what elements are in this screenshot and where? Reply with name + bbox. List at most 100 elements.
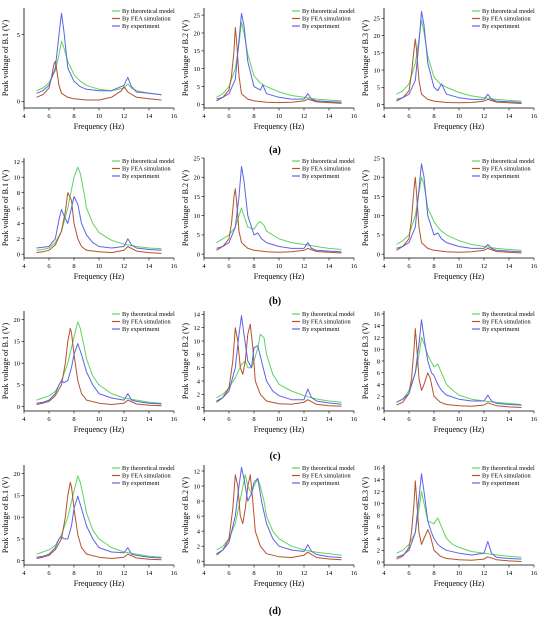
legend-label: By FEA simulation bbox=[302, 473, 351, 480]
y-tick-label: 25 bbox=[374, 155, 381, 162]
y-tick-label: 4 bbox=[197, 528, 201, 535]
y-tick-label: 25 bbox=[194, 12, 201, 19]
y-tick-label: 20 bbox=[374, 175, 381, 182]
row-label-c: (c) bbox=[269, 451, 280, 462]
x-axis-label: Frequency (Hz) bbox=[254, 122, 305, 131]
series-line-theoretical bbox=[36, 321, 162, 404]
legend-label: By FEA simulation bbox=[302, 16, 351, 23]
y-tick-label: 12 bbox=[14, 159, 21, 166]
y-tick-label: 0 bbox=[197, 405, 200, 412]
series-line-experiment bbox=[216, 466, 342, 558]
legend-label: By FEA simulation bbox=[482, 473, 531, 480]
legend-label: By theoretical model bbox=[482, 465, 535, 472]
row-label-d: (d) bbox=[269, 606, 281, 617]
x-tick-label: 10 bbox=[276, 113, 283, 120]
x-axis-label: Frequency (Hz) bbox=[254, 272, 305, 281]
legend-label: By experiment bbox=[122, 326, 159, 333]
chart-10: 4 6 8 10 12 14 16 0 5 10 15 20 Frequency (Hz) Peak vo… bbox=[1, 465, 178, 588]
x-axis-label: Frequency (Hz) bbox=[74, 425, 125, 434]
y-tick-label: 15 bbox=[374, 50, 381, 57]
series-line-fea bbox=[396, 328, 522, 408]
x-tick-label: 4 bbox=[382, 263, 386, 270]
y-tick-label: 5 bbox=[197, 84, 200, 91]
chart-2: 4 6 8 10 12 14 16 0 5 10 15 20 25 Frequency (Hz) Peak … bbox=[181, 8, 358, 131]
x-tick-label: 12 bbox=[301, 113, 308, 120]
x-tick-label: 10 bbox=[276, 570, 283, 577]
x-tick-label: 8 bbox=[252, 263, 255, 270]
series-line-fea bbox=[216, 188, 342, 254]
chart-1: 4 6 8 10 12 14 16 0 5 Frequency (Hz) Peak voltage … bbox=[1, 8, 178, 131]
x-tick-label: 10 bbox=[96, 263, 103, 270]
x-tick-label: 8 bbox=[432, 113, 435, 120]
x-tick-label: 10 bbox=[456, 416, 463, 423]
legend-label: By FEA simulation bbox=[482, 166, 531, 173]
x-tick-label: 8 bbox=[252, 570, 255, 577]
x-tick-label: 14 bbox=[506, 570, 513, 577]
series-line-experiment bbox=[396, 10, 522, 103]
y-tick-label: 4 bbox=[17, 221, 21, 228]
y-tick-label: 6 bbox=[377, 524, 381, 531]
y-tick-label: 6 bbox=[197, 513, 201, 520]
y-tick-label: 0 bbox=[377, 251, 380, 258]
x-tick-label: 4 bbox=[382, 416, 386, 423]
x-tick-label: 8 bbox=[72, 113, 75, 120]
x-tick-label: 6 bbox=[227, 570, 231, 577]
chart-12: 4 6 8 10 12 14 16 0 2 4 6 8 10 12 14 16 Frequency (Hz) Pe… bbox=[361, 465, 538, 588]
x-tick-label: 8 bbox=[72, 263, 75, 270]
legend-label: By FEA simulation bbox=[122, 166, 171, 173]
y-tick-label: 0 bbox=[17, 558, 20, 565]
legend-label: By theoretical model bbox=[122, 8, 175, 15]
x-tick-label: 12 bbox=[301, 570, 308, 577]
x-tick-label: 6 bbox=[47, 113, 51, 120]
y-tick-label: 10 bbox=[194, 483, 201, 490]
x-axis-label: Frequency (Hz) bbox=[434, 579, 485, 588]
y-tick-label: 25 bbox=[194, 155, 201, 162]
series-line-fea bbox=[36, 60, 162, 101]
chart-4: 4 6 8 10 12 14 16 0 2 4 6 8 10 12 Frequency (Hz) Peak v… bbox=[1, 158, 178, 281]
legend-label: By experiment bbox=[482, 326, 519, 333]
series-line-theoretical bbox=[36, 166, 162, 251]
y-tick-label: 4 bbox=[377, 382, 381, 389]
y-tick-label: 10 bbox=[374, 501, 381, 508]
y-axis-label: Peak voltage of B.2 (V) bbox=[181, 477, 190, 554]
legend-label: By experiment bbox=[302, 480, 339, 487]
x-tick-label: 8 bbox=[432, 416, 435, 423]
row-label-a: (a) bbox=[269, 145, 281, 156]
x-tick-label: 16 bbox=[171, 416, 178, 423]
legend-label: By experiment bbox=[302, 326, 339, 333]
y-tick-label: 14 bbox=[374, 477, 381, 484]
y-tick-label: 0 bbox=[377, 405, 380, 412]
y-axis-label: Peak voltage of B.1 (V) bbox=[1, 20, 10, 97]
series-line-experiment bbox=[396, 473, 522, 560]
x-tick-label: 10 bbox=[456, 263, 463, 270]
y-tick-label: 6 bbox=[377, 370, 381, 377]
x-tick-label: 12 bbox=[301, 263, 308, 270]
series-line-theoretical bbox=[216, 474, 342, 556]
x-tick-label: 6 bbox=[47, 416, 51, 423]
series-line-fea bbox=[396, 480, 522, 562]
chart-7: 4 6 8 10 12 14 16 0 5 10 15 20 Frequency (Hz) Peak vo… bbox=[1, 311, 178, 434]
x-tick-label: 14 bbox=[326, 416, 333, 423]
x-tick-label: 12 bbox=[481, 263, 488, 270]
x-axis-label: Frequency (Hz) bbox=[74, 122, 125, 131]
y-tick-label: 8 bbox=[197, 498, 200, 505]
x-tick-label: 16 bbox=[351, 263, 358, 270]
y-axis-label: Peak voltage of B.2 (V) bbox=[181, 323, 190, 400]
y-tick-label: 15 bbox=[14, 493, 21, 500]
x-tick-label: 6 bbox=[407, 570, 411, 577]
y-tick-label: 15 bbox=[14, 339, 21, 346]
chart-3: 4 6 8 10 12 14 16 0 5 10 15 20 25 Frequency (Hz) Peak … bbox=[361, 8, 538, 131]
y-tick-label: 2 bbox=[197, 392, 200, 399]
x-tick-label: 16 bbox=[171, 263, 178, 270]
x-tick-label: 8 bbox=[252, 113, 255, 120]
legend-label: By experiment bbox=[482, 23, 519, 30]
x-tick-label: 12 bbox=[481, 113, 488, 120]
x-tick-label: 4 bbox=[202, 263, 206, 270]
y-tick-label: 4 bbox=[197, 378, 201, 385]
x-tick-label: 14 bbox=[326, 263, 333, 270]
x-tick-label: 8 bbox=[72, 570, 75, 577]
x-tick-label: 16 bbox=[351, 113, 358, 120]
legend-label: By theoretical model bbox=[482, 158, 535, 165]
x-tick-label: 12 bbox=[121, 570, 128, 577]
